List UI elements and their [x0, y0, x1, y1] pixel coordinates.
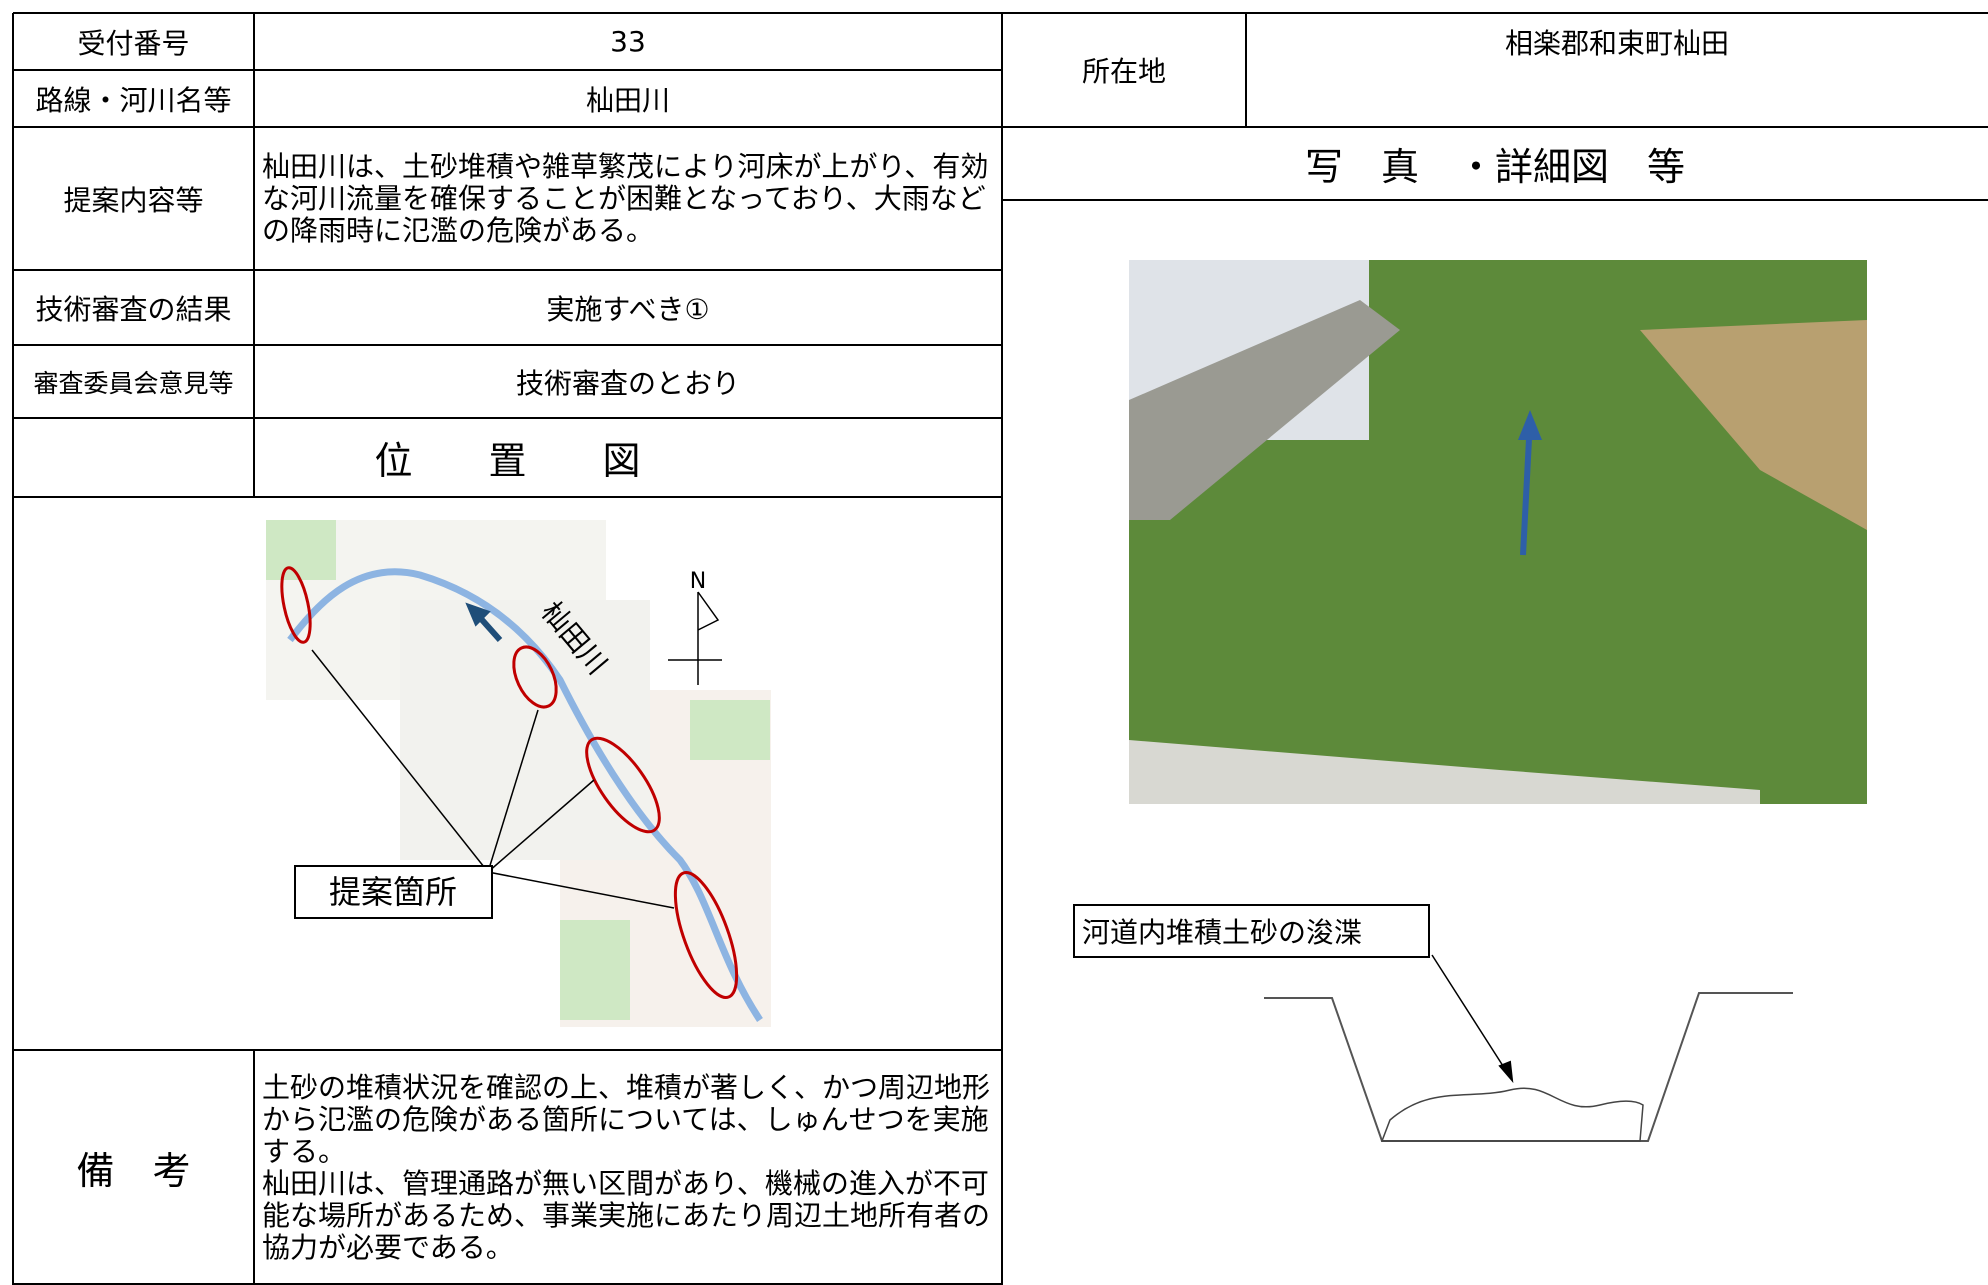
- label: 技術審査の結果: [35, 292, 232, 326]
- river-label: 杣田川: [535, 595, 614, 681]
- value: 実施すべき①: [546, 292, 710, 326]
- callout: 河道内堆積土砂の浚渫: [1082, 916, 1362, 949]
- label: 審査委員会意見等: [33, 368, 234, 398]
- map: 提案箇所 N 杣田川: [266, 520, 771, 1027]
- value: 杣田川: [585, 83, 670, 117]
- diagram: [1073, 904, 1793, 1142]
- label: 備 考: [76, 1149, 191, 1193]
- label: 路線・河川名等: [35, 83, 232, 117]
- value: 相楽郡和束町杣田: [1504, 26, 1729, 60]
- north: N: [690, 569, 706, 594]
- value: 土砂の堆積状況を確認の上、堆積が著しく、かつ周辺地形から氾濫の危険がある箇所につ…: [262, 1070, 991, 1264]
- section-header: 位 置 図: [374, 439, 641, 483]
- photo: [1129, 260, 1867, 804]
- callout: 提案箇所: [329, 873, 457, 911]
- value: 杣田川は、土砂堆積や雑草繁茂により河床が上がり、有効な河川流量を確保することが困…: [262, 149, 989, 247]
- section-header: 写 真 ・詳細図 等: [1304, 145, 1685, 189]
- value: 技術審査のとおり: [515, 366, 740, 400]
- label: 提案内容等: [63, 183, 204, 217]
- label: 所在地: [1081, 55, 1166, 88]
- value: 33: [610, 25, 646, 58]
- label: 受付番号: [77, 26, 190, 60]
